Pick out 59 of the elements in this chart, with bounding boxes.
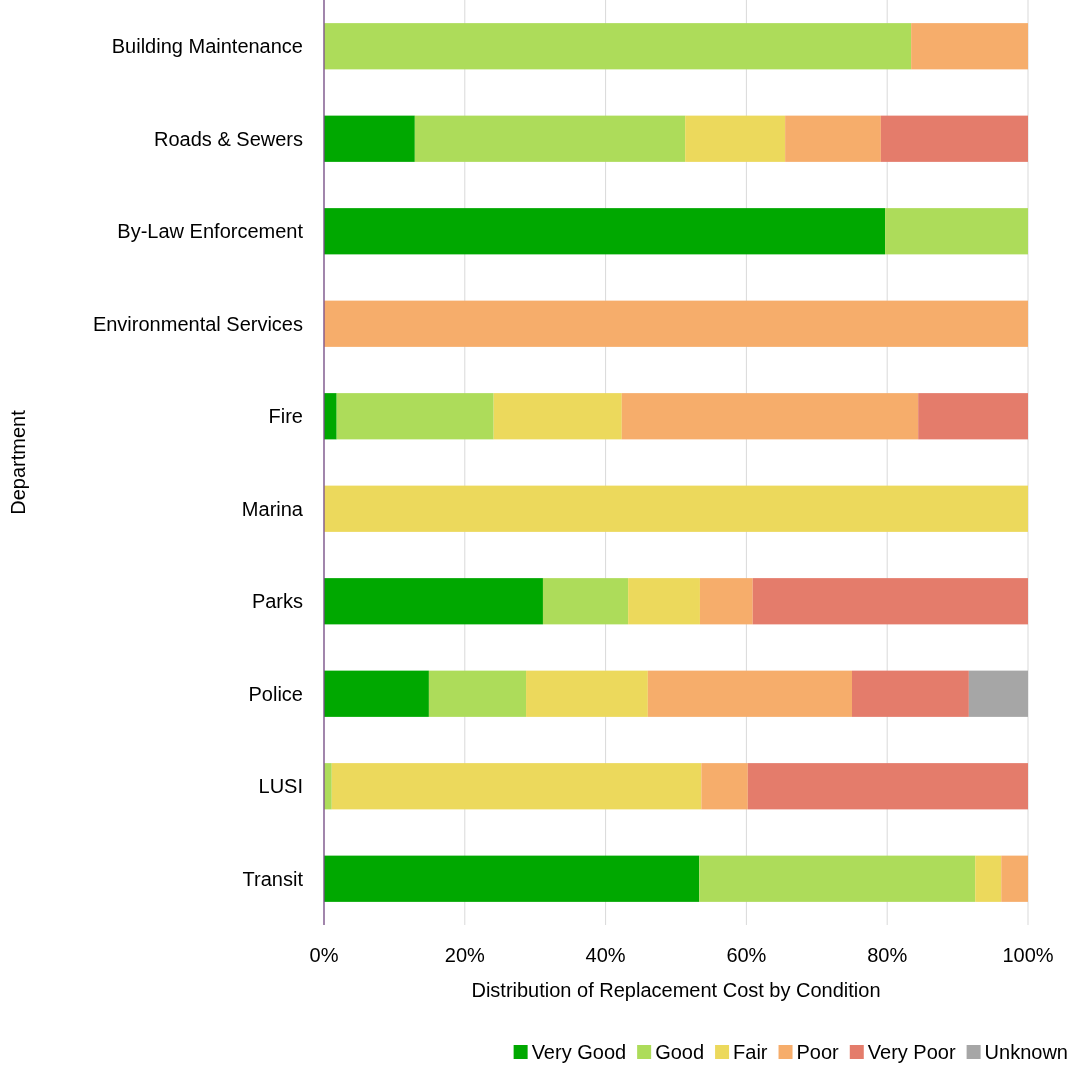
bar: [414, 115, 686, 162]
bar: [493, 393, 622, 440]
y-tick-label: Parks: [251, 590, 303, 613]
bar: [647, 670, 852, 717]
y-tick-label: Environmental Services: [92, 312, 303, 335]
bar: [324, 578, 543, 625]
bar: [324, 670, 429, 717]
bar: [785, 115, 881, 162]
y-tick-label: Marina: [241, 497, 304, 520]
x-tick-label: 0%: [309, 944, 339, 966]
bar: [968, 670, 1028, 717]
bar: [699, 578, 753, 625]
bar: [752, 578, 1028, 625]
x-tick-label: 60%: [726, 944, 767, 966]
y-axis-title: Department: [7, 409, 29, 515]
bar: [880, 115, 1028, 162]
y-tick-label: Transit: [242, 867, 304, 890]
bar: [336, 393, 494, 440]
bar: [747, 763, 1028, 810]
bar: [428, 670, 527, 717]
bar: [621, 393, 919, 440]
x-axis-title: Distribution of Replacement Cost by Condition: [471, 979, 881, 1001]
x-tick-label: 20%: [444, 944, 486, 966]
bar: [324, 393, 337, 440]
legend-label: Very Good: [531, 1041, 627, 1063]
y-tick-label: Roads & Sewers: [154, 127, 303, 150]
bar: [324, 208, 886, 255]
y-tick-label: Building Maintenance: [111, 35, 303, 58]
x-tick-label: 100%: [1002, 944, 1054, 966]
legend-label: Unknown: [984, 1041, 1068, 1063]
legend-label: Fair: [733, 1041, 768, 1063]
bar: [628, 578, 700, 625]
bar: [331, 763, 702, 810]
bar: [324, 485, 1028, 532]
bar: [685, 115, 786, 162]
bar: [1001, 855, 1028, 902]
y-tick-label: LUSI: [258, 775, 303, 798]
bar: [324, 23, 912, 70]
bar: [885, 208, 1028, 255]
bar: [324, 300, 1028, 347]
y-tick-label: By-Law Enforcement: [117, 220, 304, 243]
bar: [918, 393, 1028, 440]
bar: [542, 578, 629, 625]
legend-label: Good: [655, 1041, 705, 1063]
bar: [911, 23, 1028, 70]
bar: [324, 855, 700, 902]
bar: [701, 763, 748, 810]
y-tick-label: Fire: [268, 405, 303, 428]
bar: [526, 670, 648, 717]
bar: [324, 763, 332, 810]
legend-label: Poor: [796, 1041, 840, 1063]
x-tick-label: 80%: [867, 944, 908, 966]
bar: [699, 855, 976, 902]
bar: [852, 670, 969, 717]
bar: [975, 855, 1002, 902]
bar: [324, 115, 415, 162]
legend-label: Very Poor: [867, 1041, 956, 1063]
x-tick-label: 40%: [585, 944, 626, 966]
y-tick-label: Police: [248, 682, 303, 705]
